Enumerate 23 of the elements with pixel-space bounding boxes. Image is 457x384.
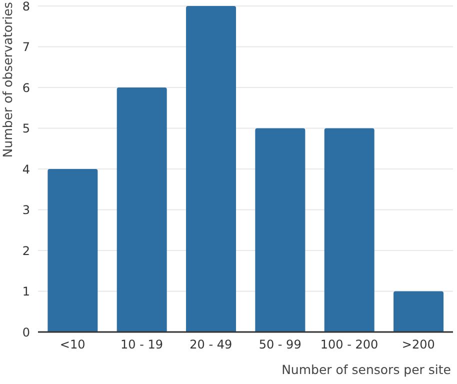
y-tick-label: 4 (22, 162, 30, 176)
y-axis-title: Number of observatories (0, 2, 15, 158)
bar (394, 291, 444, 332)
y-tick-label: 1 (22, 284, 30, 299)
bar (255, 128, 306, 332)
bar (116, 88, 167, 332)
y-tick-label: 8 (22, 0, 30, 14)
bar (48, 169, 98, 332)
x-tick-label: 20 - 49 (190, 338, 232, 352)
x-tick-label: >200 (402, 338, 435, 352)
x-tick-label: 10 - 19 (120, 338, 163, 352)
bar (186, 6, 236, 332)
x-axis-title: Number of sensors per site (282, 362, 452, 377)
y-tick-label: 3 (22, 203, 30, 218)
y-tick-label: 7 (22, 40, 30, 54)
y-tick-label: 5 (22, 122, 30, 136)
x-tick-label: 100 - 200 (320, 338, 378, 352)
x-tick-label: 50 - 99 (258, 338, 302, 352)
y-tick-label: 2 (22, 244, 30, 258)
y-tick-label: 0 (22, 325, 30, 340)
bar (324, 128, 374, 332)
y-tick-label: 6 (22, 80, 30, 95)
x-tick-label: <10 (60, 338, 86, 352)
